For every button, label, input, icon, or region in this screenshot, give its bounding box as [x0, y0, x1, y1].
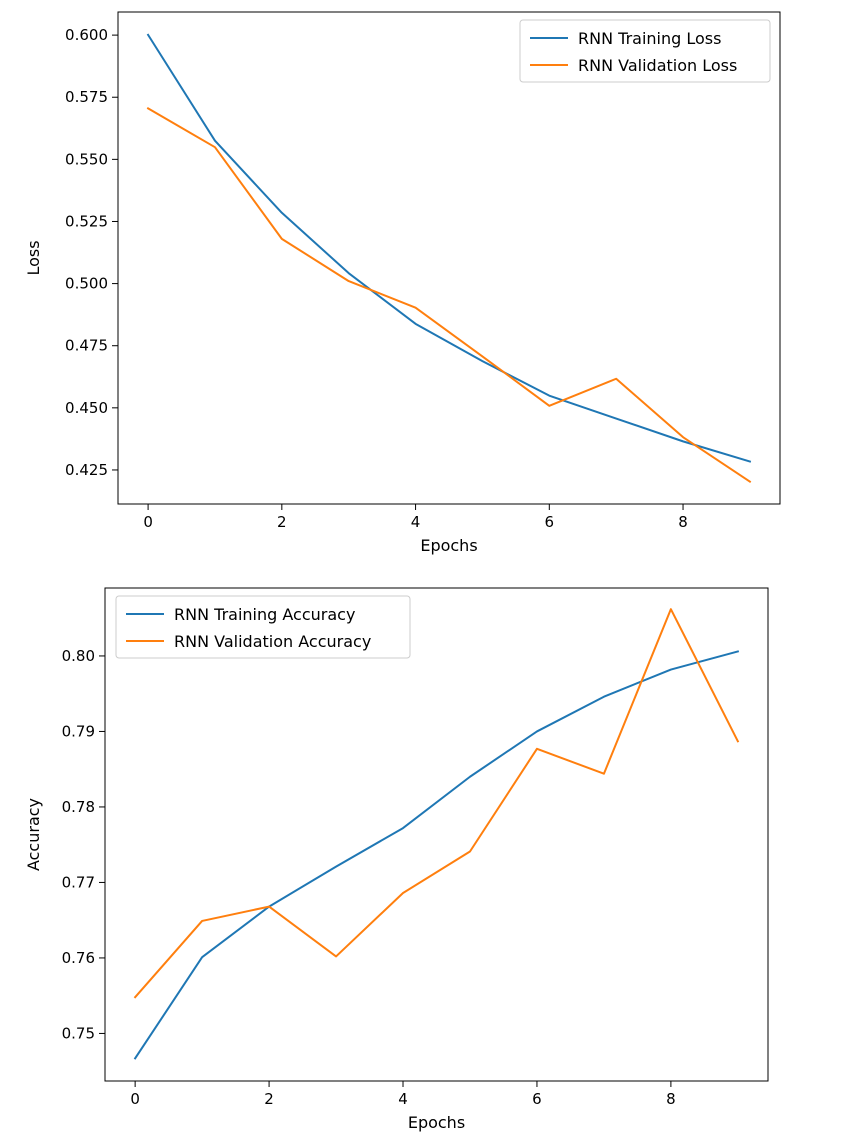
chart-0-legend-label-1: RNN Validation Loss [578, 56, 737, 75]
chart-1-x-tick-label: 2 [264, 1090, 274, 1108]
chart-1-x-tick-label: 6 [532, 1090, 542, 1108]
chart-0: 0 2 4 6 8 0.425 0.450 0.475 0.500 0.525 0.550 0.575… [24, 11, 781, 555]
chart-1-legend: RNN Training Accuracy RNN Validation Accu… [115, 595, 411, 659]
chart-0-legend-label-0: RNN Training Loss [578, 29, 721, 48]
chart-0-legend: RNN Training Loss RNN Validation Loss [519, 19, 771, 83]
chart-0-x-tick-label: 6 [545, 513, 555, 531]
chart-1-y-tick-label: 0.75 [62, 1024, 95, 1042]
chart-0-axes-frame [117, 11, 781, 505]
chart-1-y-tick-label: 0.76 [62, 949, 95, 967]
chart-1-x-tick-label: 8 [666, 1090, 676, 1108]
chart-0-legend-frame [519, 19, 771, 83]
chart-1-y-tick-label: 0.80 [62, 647, 95, 665]
chart-0-series-1-line [146, 107, 752, 484]
chart-1-legend-frame [115, 595, 411, 659]
chart-1-series-1-line [133, 608, 740, 999]
chart-1: 0 2 4 6 8 0.75 0.76 0.77 0.78 0.79 0.80 Epochs Accur… [24, 587, 769, 1132]
chart-0-y-tick-label: 0.475 [65, 337, 108, 355]
chart-0-y-tick-label: 0.525 [65, 212, 108, 230]
chart-0-y-axis-label: Loss [24, 240, 43, 275]
chart-1-series-0-line [133, 650, 740, 1060]
chart-1-x-tick-label: 0 [130, 1090, 140, 1108]
chart-1-axes-frame [104, 587, 769, 1082]
chart-1-y-tick-label: 0.78 [62, 798, 95, 816]
chart-0-x-tick-label: 4 [411, 513, 421, 531]
chart-1-legend-label-1: RNN Validation Accuracy [174, 632, 371, 651]
chart-0-y-tick-label: 0.425 [65, 461, 108, 479]
chart-1-y-tick-label: 0.77 [62, 873, 95, 891]
chart-1-y-axis-label: Accuracy [24, 798, 43, 871]
chart-0-x-tick-label: 8 [678, 513, 688, 531]
chart-1-legend-label-0: RNN Training Accuracy [174, 605, 355, 624]
chart-0-x-axis-label: Epochs [420, 536, 477, 555]
chart-0-x-tick-label: 0 [143, 513, 153, 531]
chart-0-y-tick-label: 0.600 [65, 26, 108, 44]
chart-0-y-tick-label: 0.450 [65, 399, 108, 417]
chart-1-y-tick-label: 0.79 [62, 722, 95, 740]
chart-0-x-tick-label: 2 [277, 513, 287, 531]
chart-0-series-0-line [146, 33, 752, 463]
chart-0-y-tick-label: 0.575 [65, 88, 108, 106]
chart-1-x-axis-label: Epochs [408, 1113, 465, 1132]
chart-1-x-tick-label: 4 [398, 1090, 408, 1108]
chart-0-y-tick-label: 0.500 [65, 275, 108, 293]
chart-0-y-tick-label: 0.550 [65, 150, 108, 168]
